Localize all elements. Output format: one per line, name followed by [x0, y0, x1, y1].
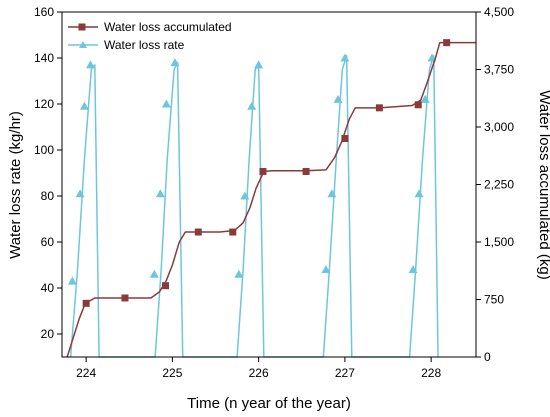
y-right-tick-label-2: 1,500: [484, 235, 514, 249]
legend-marker-rate: [79, 41, 87, 48]
rate-marker-15: [340, 53, 350, 62]
x-tick-label-3: 227: [335, 366, 355, 380]
rate-marker-13: [327, 189, 337, 198]
accumulated-marker-5: [259, 167, 267, 175]
rate-marker-0: [67, 276, 77, 285]
rate-series-line: [69, 54, 439, 358]
rate-marker-5: [155, 189, 165, 198]
y-left-axis-title: Water loss rate (kg/hr): [7, 111, 24, 259]
legend-label-rate: Water loss rate: [104, 38, 185, 52]
legend-marker-accumulated: [78, 23, 86, 31]
rate-marker-9: [240, 191, 250, 200]
accumulated-marker-6: [302, 167, 310, 175]
x-tick-label-2: 226: [249, 366, 269, 380]
plot-series: [66, 39, 476, 358]
rate-marker-4: [149, 269, 159, 278]
rate-marker-11: [254, 60, 264, 69]
y-right-tick-label-5: 3,750: [484, 63, 514, 77]
y-right-tick-label-1: 750: [484, 293, 504, 307]
accumulated-marker-7: [341, 135, 349, 142]
y-left-tick-label-3: 80: [41, 189, 55, 203]
y-left-tick-label-7: 160: [34, 5, 54, 19]
rate-marker-8: [234, 269, 244, 278]
legend-label-accumulated: Water loss accumulated: [104, 20, 232, 34]
y-left-tick-label-2: 60: [41, 235, 55, 249]
accumulated-marker-8: [375, 104, 383, 112]
y-right-tick-label-6: 4,500: [484, 5, 514, 19]
rate-marker-10: [247, 101, 257, 110]
rate-marker-1: [75, 189, 85, 198]
y-left-tick-label-4: 100: [34, 143, 54, 157]
rate-marker-18: [420, 94, 430, 103]
rate-marker-16: [408, 265, 418, 274]
x-tick-label-0: 224: [76, 366, 96, 380]
rate-marker-3: [85, 60, 95, 69]
x-axis-title: Time (n year of the year): [187, 395, 351, 412]
accumulated-series-line: [66, 41, 476, 358]
y-right-tick-label-0: 0: [484, 350, 491, 364]
accumulated-marker-2: [162, 282, 169, 290]
rate-marker-7: [170, 58, 180, 67]
rate-marker-2: [79, 101, 89, 110]
y-left-tick-label-6: 140: [34, 51, 54, 65]
y-left-tick-label-1: 40: [41, 281, 55, 295]
accumulated-marker-10: [443, 39, 451, 47]
accumulated-marker-9: [414, 101, 422, 109]
legend: Water loss accumulated Water loss rate: [68, 20, 232, 52]
y-right-tick-label-4: 3,000: [484, 120, 514, 134]
rate-marker-14: [333, 94, 343, 103]
rate-marker-12: [321, 265, 331, 274]
accumulated-marker-3: [194, 228, 202, 236]
y-left-tick-label-5: 120: [34, 97, 54, 111]
axes: 224 225 226 227 228 20 40 60 80 100 120 140 160 0 750 1…: [34, 5, 514, 380]
rate-marker-6: [161, 99, 171, 108]
x-tick-label-4: 228: [421, 366, 441, 380]
accumulated-marker-4: [229, 228, 237, 236]
accumulated-marker-1: [121, 294, 129, 302]
y-left-tick-label-0: 20: [41, 327, 55, 341]
accumulated-marker-0: [82, 299, 90, 307]
y-right-tick-label-3: 2,250: [484, 178, 514, 192]
rate-marker-17: [414, 189, 424, 198]
y-right-axis-title: Water loss accumulated (kg): [536, 90, 550, 280]
x-tick-label-1: 225: [162, 366, 182, 380]
